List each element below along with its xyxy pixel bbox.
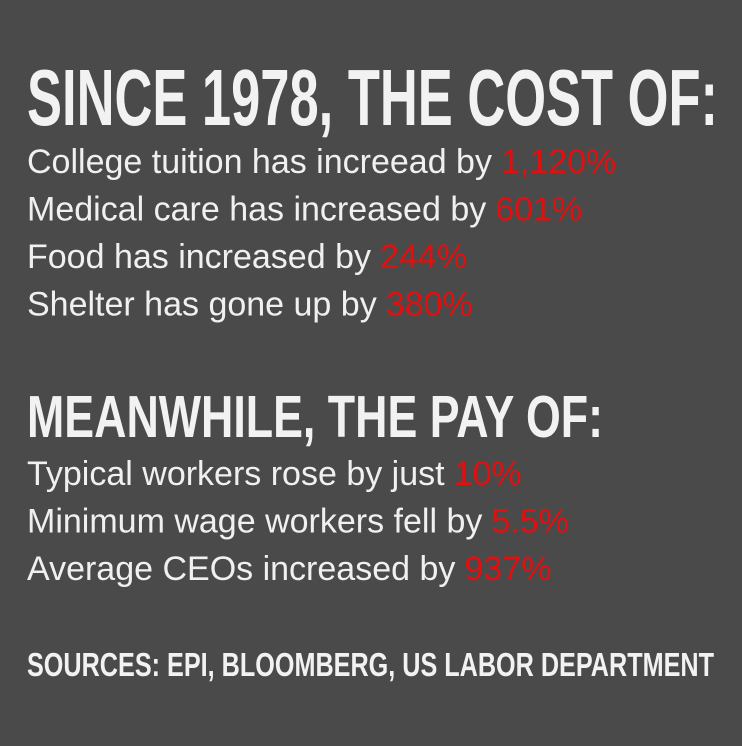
stat-text: Shelter has gone up by	[27, 286, 377, 324]
stat-line: Typical workers rose by just 10%	[27, 455, 522, 493]
stat-text: College tuition has increead by	[27, 143, 492, 181]
stat-line: Minimum wage workers fell by 5.5%	[27, 503, 569, 541]
stat-value: 937%	[464, 550, 551, 588]
stat-text: Food has increased by	[27, 238, 371, 276]
section-heading: MEANWHILE, THE PAY OF:	[27, 384, 603, 450]
stat-text: Medical care has increased by	[27, 191, 486, 229]
stat-value: 1,120%	[501, 143, 616, 181]
stat-value: 244%	[380, 238, 467, 276]
stat-line: Shelter has gone up by 380%	[27, 286, 473, 324]
stat-text: Typical workers rose by just	[27, 455, 445, 493]
stat-value: 380%	[386, 286, 473, 324]
stat-line: Food has increased by 244%	[27, 238, 467, 276]
sources: SOURCES: EPI, BLOOMBERG, US LABOR DEPART…	[27, 646, 714, 683]
stat-value: 601%	[495, 191, 582, 229]
stat-text: Average CEOs increased by	[27, 550, 455, 588]
stat-line: College tuition has increead by 1,120%	[27, 143, 616, 181]
section-heading: SINCE 1978, THE COST OF:	[27, 53, 718, 142]
stat-value: 10%	[454, 455, 522, 493]
stat-line: Average CEOs increased by 937%	[27, 550, 551, 588]
stat-text: Minimum wage workers fell by	[27, 503, 482, 541]
stat-value: 5.5%	[491, 503, 569, 541]
stat-line: Medical care has increased by 601%	[27, 191, 582, 229]
